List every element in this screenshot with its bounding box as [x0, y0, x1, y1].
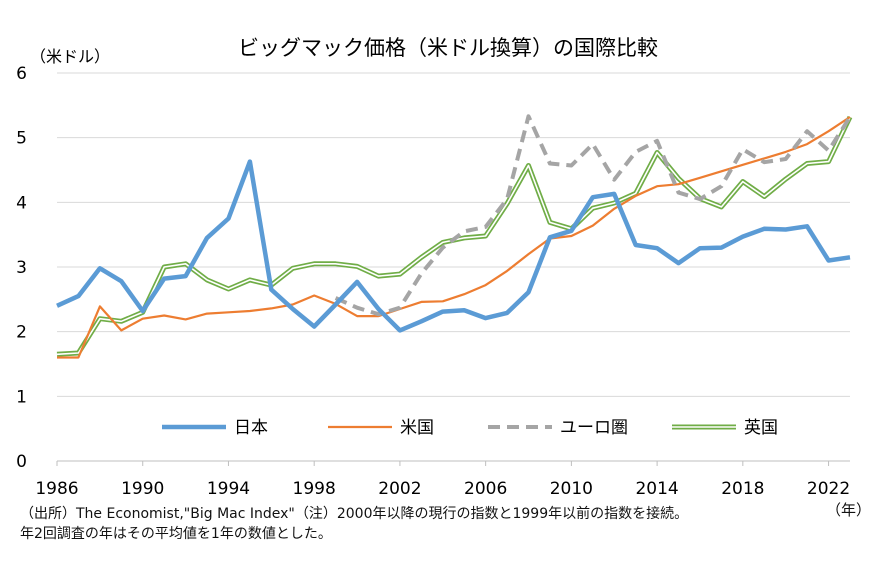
- footnote-method: 年2回調査の年はその平均値を1年の数値とした。: [20, 526, 332, 542]
- x-axis-unit-label: （年）: [826, 501, 872, 519]
- series-line-eurozone: [334, 114, 852, 317]
- series-lines: [56, 114, 853, 359]
- y-tick-label: 6: [16, 64, 27, 84]
- x-tick-label: 1990: [121, 479, 164, 499]
- series-line-us: [57, 116, 851, 359]
- chart-title: ビッグマック価格（米ドル換算）の国際比較: [238, 36, 658, 60]
- y-tick-label: 2: [16, 323, 27, 343]
- x-tick-label: 2006: [464, 479, 507, 499]
- y-tick-label: 0: [16, 452, 27, 472]
- y-axis-tick-labels: 0 1 2 3 4 5 6: [16, 64, 27, 472]
- legend-label: ユーロ圏: [560, 418, 628, 438]
- legend: 日本 米国 ユーロ圏 英国: [162, 418, 778, 438]
- x-tick-label: 2022: [807, 479, 850, 499]
- x-tick-label: 2002: [378, 479, 421, 499]
- x-tick-label: 2018: [721, 479, 764, 499]
- y-axis-unit-label: （米ドル）: [30, 47, 110, 66]
- legend-label: 日本: [234, 418, 268, 438]
- footnote-source: （出所）The Economist,"Big Mac Index"（注）2000…: [20, 506, 689, 522]
- x-tick-label: 2010: [550, 479, 593, 499]
- y-tick-label: 1: [16, 387, 27, 407]
- y-tick-label: 4: [16, 193, 27, 213]
- legend-label: 米国: [400, 418, 434, 438]
- series-line-japan: [56, 159, 851, 333]
- x-axis-tick-labels: 1986 1990 1994 1998 2002 2006 2010 2014 2018 2022: [35, 461, 850, 499]
- y-tick-label: 3: [16, 258, 27, 278]
- x-tick-label: 1986: [35, 479, 78, 499]
- y-tick-label: 5: [16, 129, 27, 149]
- x-tick-label: 2014: [635, 479, 678, 499]
- x-tick-label: 1998: [293, 479, 336, 499]
- legend-label: 英国: [744, 418, 778, 438]
- x-tick-label: 1994: [207, 479, 250, 499]
